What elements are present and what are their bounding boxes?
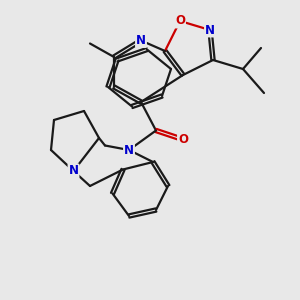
- Text: N: N: [205, 23, 215, 37]
- Text: N: N: [68, 164, 79, 178]
- Text: O: O: [178, 133, 188, 146]
- Text: O: O: [175, 14, 185, 28]
- Text: N: N: [136, 34, 146, 47]
- Text: N: N: [124, 143, 134, 157]
